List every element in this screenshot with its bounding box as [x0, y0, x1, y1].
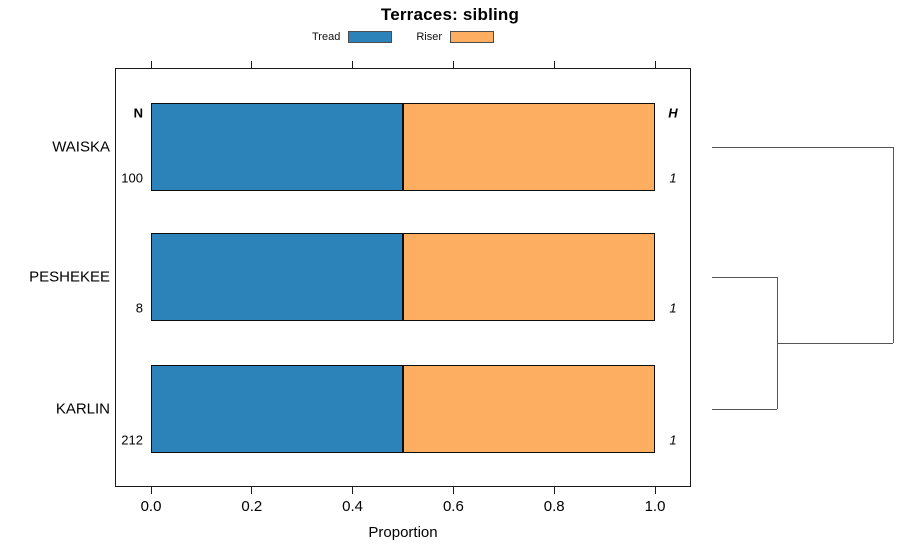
- legend-swatch: [348, 31, 393, 43]
- bar-row: [151, 233, 655, 321]
- x-tick-label: 0.6: [442, 498, 464, 515]
- x-tick-top: [251, 61, 253, 68]
- x-tick-top: [452, 61, 454, 68]
- bar-segment-tread: [151, 233, 403, 321]
- dendrogram-segment: [712, 277, 777, 278]
- legend-item: Tread: [312, 31, 393, 43]
- legend-item-label: Tread: [312, 31, 341, 43]
- bar-segment-tread: [151, 365, 403, 453]
- x-tick-bottom: [654, 487, 656, 494]
- legend: Tread Riser: [115, 30, 691, 44]
- x-tick-label: 1.0: [644, 498, 666, 515]
- legend-swatch: [450, 31, 494, 43]
- bar-segment-riser: [403, 103, 655, 191]
- x-tick-label: 0.0: [140, 498, 162, 515]
- x-axis-label: Proportion: [368, 524, 438, 541]
- x-tick-label: 0.4: [342, 498, 364, 515]
- legend-item-label: Riser: [416, 31, 442, 43]
- dendrogram-segment: [712, 409, 777, 410]
- bar-segment-riser: [403, 365, 655, 453]
- x-tick-bottom: [150, 487, 152, 494]
- h-value: 1: [669, 170, 677, 186]
- n-header: N: [133, 105, 143, 121]
- row-label: KARLIN: [55, 400, 110, 418]
- dendrogram-segment: [712, 147, 893, 148]
- dendrogram-segment: [893, 147, 894, 343]
- n-value: 212: [121, 432, 143, 448]
- dendrogram-segment: [777, 343, 893, 344]
- row-label: PESHEKEE: [29, 268, 110, 286]
- row-label: WAISKA: [52, 138, 110, 156]
- x-tick-bottom: [352, 487, 354, 494]
- x-tick-bottom: [452, 487, 454, 494]
- x-tick-label: 0.2: [241, 498, 263, 515]
- bar-row: [151, 365, 655, 453]
- bar-segment-riser: [403, 233, 655, 321]
- h-header: H: [668, 105, 678, 121]
- bar-segment-tread: [151, 103, 403, 191]
- x-tick-top: [654, 61, 656, 68]
- x-tick-bottom: [251, 487, 253, 494]
- x-tick-top: [553, 61, 555, 68]
- x-tick-top: [352, 61, 354, 68]
- n-value: 8: [135, 300, 143, 316]
- x-tick-top: [150, 61, 152, 68]
- x-tick-label: 0.8: [543, 498, 565, 515]
- plot-area: [115, 68, 691, 487]
- h-value: 1: [669, 432, 677, 448]
- n-value: 100: [121, 170, 143, 186]
- x-tick-bottom: [553, 487, 555, 494]
- legend-item: Riser: [416, 31, 494, 43]
- chart-title: Terraces: sibling: [380, 5, 520, 24]
- h-value: 1: [669, 300, 677, 316]
- bar-row: [151, 103, 655, 191]
